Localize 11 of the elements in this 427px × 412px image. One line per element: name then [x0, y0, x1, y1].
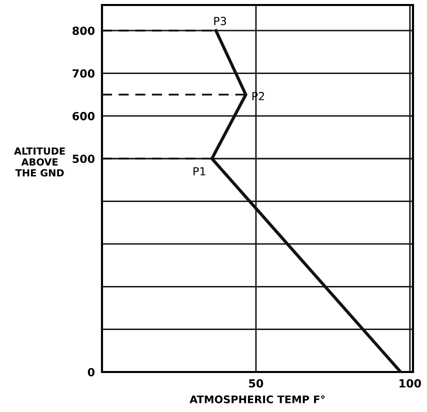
y-tick-label: 500	[72, 154, 95, 164]
annotation: P1	[194, 167, 206, 176]
y-tick-label: 0	[88, 368, 95, 376]
x-axis-title: ATMOSPHERIC TEMP F°	[190, 395, 325, 404]
y-tick-label: 800	[72, 26, 95, 35]
y-tick-label: 700	[72, 69, 95, 78]
y-axis-title: ALTITUDE ABOVE THE GND	[14, 148, 65, 177]
annotation: P3	[214, 16, 226, 26]
x-tick-label: 50	[249, 379, 264, 388]
y-tick-label: 600	[72, 112, 95, 120]
x-tick-label: 100	[400, 379, 421, 388]
